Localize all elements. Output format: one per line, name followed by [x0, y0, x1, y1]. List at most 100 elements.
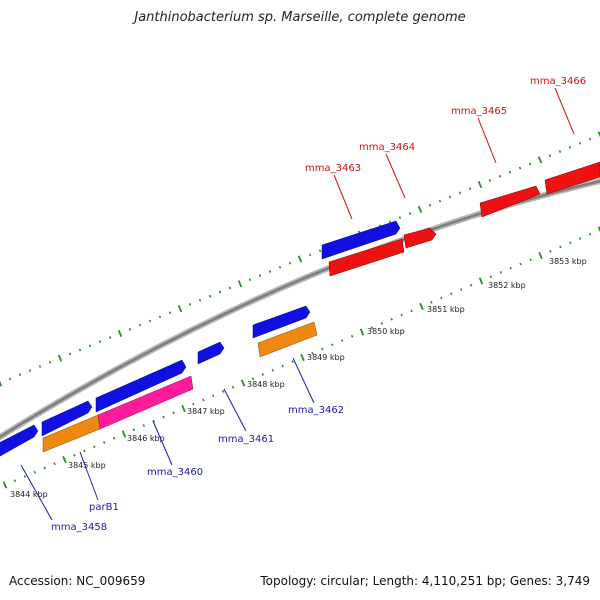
outer-ring-tick	[128, 327, 132, 331]
inner-ring-tick	[410, 309, 413, 313]
gene-label-mma_3465[interactable]: mma_3465	[451, 106, 507, 117]
tick-label-3844: 3844 kbp	[10, 490, 48, 499]
inner-ring-tick	[559, 245, 562, 249]
outer-ring-tick	[477, 181, 483, 189]
inner-ring-tick	[340, 339, 344, 342]
outer-ring-tick	[188, 303, 192, 306]
inner-ring-tick	[2, 481, 8, 489]
outer-ring-tick	[0, 380, 3, 387]
inner-ring-tick	[331, 343, 334, 347]
outer-ring-tick	[297, 255, 303, 263]
inner-ring-tick	[281, 364, 284, 368]
gene-feature-blue-3[interactable]	[95, 359, 187, 413]
inner-ring-tick	[251, 377, 255, 381]
inner-ring-tick	[459, 288, 463, 291]
gene-feature-mma_3460[interactable]	[97, 375, 194, 430]
gene-label-mma_3458[interactable]: mma_3458	[51, 522, 107, 533]
gene-label-mma_3463[interactable]: mma_3463	[305, 163, 361, 174]
inner-ring-tick	[23, 475, 27, 478]
outer-ring-tick	[468, 187, 472, 191]
inner-ring-tick	[519, 262, 522, 266]
scale-labels: 3844 kbp 3845 kbp 3846 kbp 3847 kbp 3848…	[10, 257, 587, 499]
outer-ring-tick	[318, 249, 322, 253]
outer-ring-tick	[57, 354, 63, 362]
gene-feature-mma_3458[interactable]	[0, 424, 39, 459]
outer-ring-tick	[548, 154, 552, 158]
inner-ring-tick	[231, 385, 235, 389]
inner-ring-tick	[102, 441, 106, 444]
gene-feature-mma_3465[interactable]	[479, 185, 541, 218]
outer-ring-tick	[158, 315, 162, 319]
outer-ring-tick	[558, 150, 562, 153]
leader-mma_3466	[554, 87, 575, 135]
inner-ring-tick	[478, 277, 484, 285]
inner-ring-tick	[162, 415, 165, 419]
map-title: Janthinobacterium sp. Marseille, complet…	[134, 10, 466, 25]
gene-label-mma_3461[interactable]: mma_3461	[218, 434, 274, 445]
inner-ring-tick	[33, 470, 36, 474]
gene-feature-mma_3466[interactable]	[544, 161, 600, 195]
outer-tick-ring	[0, 131, 600, 387]
accession-label: Accession: NC_009659	[9, 574, 146, 588]
outer-ring-tick	[578, 141, 582, 145]
outer-ring-tick	[588, 137, 592, 141]
inner-ring-tick	[350, 334, 354, 338]
leader-mma_3461	[223, 388, 247, 432]
outer-ring-tick	[248, 278, 252, 282]
outer-ring-tick	[568, 145, 572, 149]
gene-label-mma_3462[interactable]: mma_3462	[288, 405, 344, 416]
inner-ring-tick	[212, 394, 215, 398]
gene-label-parB1[interactable]: parB1	[89, 502, 119, 513]
gene-feature-mma_3463[interactable]	[328, 238, 405, 277]
outer-ring-tick	[438, 199, 442, 203]
outer-ring-tick	[18, 373, 22, 377]
inner-ring-tick	[13, 479, 17, 483]
outer-ring-tick	[508, 170, 512, 174]
inner-ring-tick	[112, 436, 116, 440]
inner-ring-tick	[311, 351, 314, 355]
outer-ring-tick	[308, 253, 312, 257]
inner-ring-tick	[221, 390, 225, 393]
inner-ring-tick	[202, 398, 205, 402]
inner-ring-tick	[450, 292, 453, 296]
outer-ring-tick	[448, 195, 452, 199]
gene-feature-mma_3461[interactable]	[197, 341, 225, 365]
outer-ring-tick	[208, 294, 212, 298]
inner-ring-tick	[538, 251, 543, 260]
outer-ring-tick	[458, 191, 462, 195]
leader-mma_3465	[477, 117, 497, 164]
outer-ring-tick	[597, 131, 600, 138]
inner-ring-tick	[93, 445, 96, 449]
gene-feature-blue-6[interactable]	[321, 220, 401, 260]
gene-label-mma_3460[interactable]: mma_3460	[147, 467, 203, 478]
label-leader-lines	[20, 87, 575, 521]
gene-label-mma_3466[interactable]: mma_3466	[530, 76, 586, 87]
inner-ring-tick	[271, 368, 274, 372]
inner-ring-tick	[192, 402, 195, 406]
inner-ring-tick	[440, 296, 443, 300]
inner-ring-tick	[43, 466, 46, 470]
gene-label-mma_3464[interactable]: mma_3464	[359, 142, 415, 153]
gene-feature-blue-2[interactable]	[41, 400, 93, 437]
inner-ring-tick	[419, 302, 424, 311]
inner-ring-tick	[370, 326, 374, 330]
inner-ring-tick	[321, 347, 324, 351]
inner-ring-tick	[300, 353, 305, 362]
outer-ring-tick	[8, 377, 12, 381]
gene-feature-mma_3464[interactable]	[403, 227, 437, 249]
inner-ring-tick	[181, 404, 186, 413]
leader-mma_3464	[385, 153, 406, 199]
leader-mma_3462	[292, 357, 315, 404]
outer-ring-tick	[488, 179, 492, 182]
inner-ring-tick	[172, 411, 175, 415]
outer-ring-tick	[288, 261, 292, 265]
inner-ring-tick	[597, 226, 600, 233]
inner-ring-tick	[588, 232, 592, 236]
tick-label-3850: 3850 kbp	[367, 327, 405, 336]
outer-ring-tick	[537, 156, 543, 164]
inner-ring-tick	[469, 283, 473, 287]
inner-ring-tick	[499, 271, 503, 274]
rrna-feature-mma_3462[interactable]	[257, 321, 318, 358]
inner-tick-ring	[2, 226, 600, 489]
gene-feature-blue-5[interactable]	[252, 305, 311, 339]
